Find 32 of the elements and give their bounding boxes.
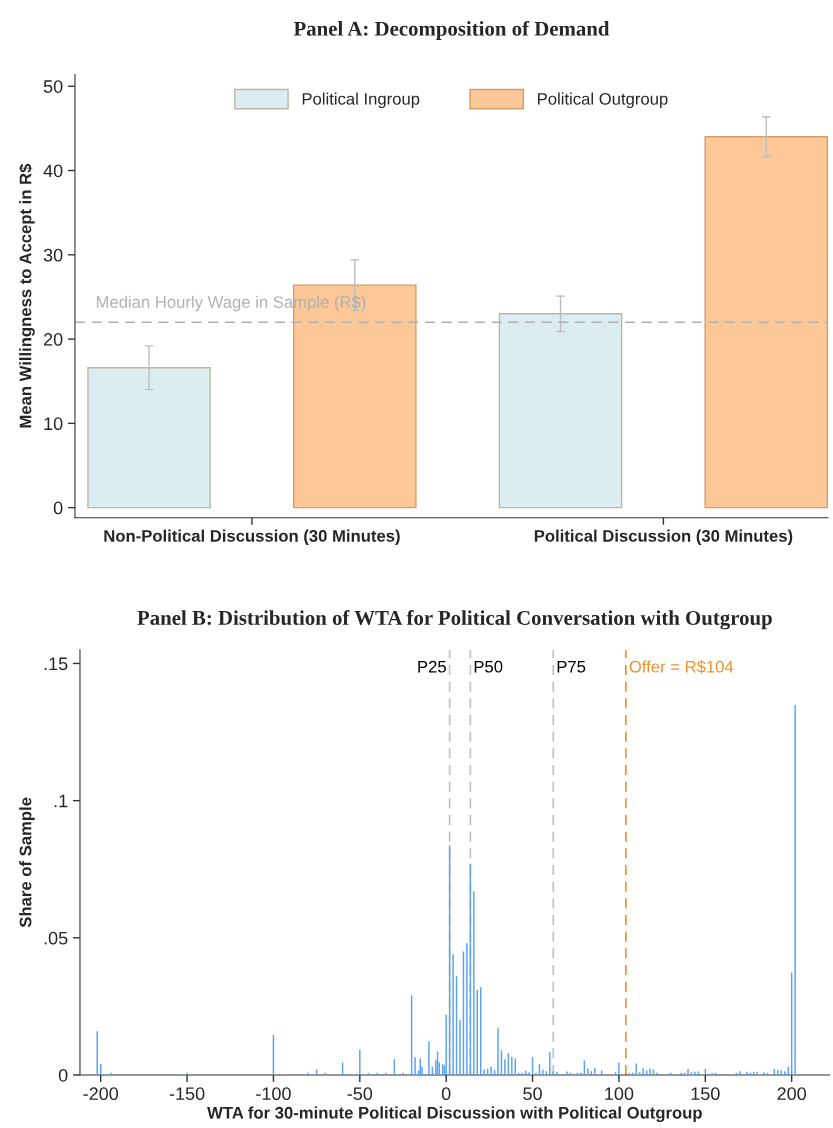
x-tick-label: 50 (523, 1087, 542, 1101)
x-tick-label: Non-Political Discussion (30 Minutes) (104, 529, 400, 546)
x-axis-title: WTA for 30-minute Political Discussion with Political Outgroup (207, 1106, 702, 1123)
x-tick-label: 100 (605, 1087, 634, 1101)
x-tick-label: 150 (691, 1087, 720, 1101)
x-tick-label: 200 (777, 1087, 807, 1101)
x-tick-label: -200 (83, 1087, 119, 1101)
chart-title: Panel B: Distribution of WTA for Political Conversation with Outgroup (137, 610, 772, 630)
y-tick-label: 50 (43, 80, 63, 93)
ref-line-label: Offer = R$104 (629, 660, 734, 674)
x-tick-label: Political Discussion (30 Minutes) (534, 529, 793, 546)
x-tick-label: -100 (256, 1087, 291, 1101)
y-tick-label: .05 (44, 931, 68, 945)
y-tick-label: .1 (54, 794, 68, 808)
y-tick-label: 10 (44, 417, 63, 431)
ref-line-label: P50 (474, 660, 503, 673)
legend-label: Political Ingroup (302, 92, 420, 109)
y-tick-label: 40 (43, 164, 63, 178)
legend-label: Political Outgroup (538, 92, 668, 109)
y-axis-title: Mean Willingness to Accept in R$ (18, 163, 35, 428)
y-tick-label: 0 (53, 501, 63, 515)
y-tick-label: 0 (58, 1068, 68, 1082)
ref-line-label: P75 (557, 660, 586, 673)
y-tick-label: 20 (43, 333, 63, 346)
x-tick-label: -50 (347, 1087, 373, 1101)
y-axis-title: Share of Sample (19, 797, 35, 928)
ref-line-label: P25 (418, 660, 446, 673)
y-tick-label: .15 (44, 657, 68, 671)
chart-title: Panel A: Decomposition of Demand (293, 20, 610, 40)
x-tick-label: -150 (169, 1087, 205, 1101)
x-tick-label: 0 (441, 1087, 451, 1101)
y-tick-label: 30 (43, 248, 63, 262)
